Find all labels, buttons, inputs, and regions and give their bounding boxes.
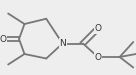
Text: N: N: [59, 39, 66, 48]
Text: O: O: [0, 34, 6, 43]
Text: O: O: [94, 52, 101, 62]
Text: O: O: [94, 24, 101, 33]
